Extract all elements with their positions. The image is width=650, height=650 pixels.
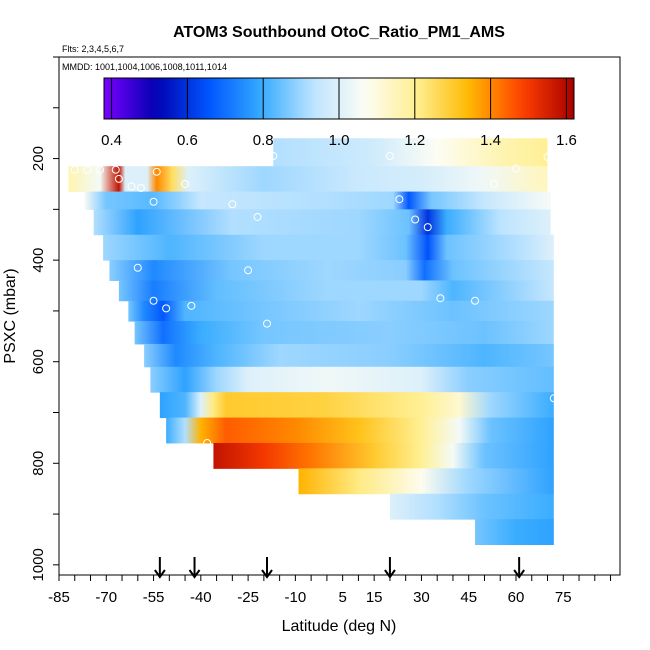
- flight-arrows: [154, 557, 525, 579]
- data-point: [83, 165, 92, 174]
- flight-arrow: [154, 557, 166, 579]
- flight-arrow: [261, 557, 273, 579]
- y-tick-label: 800: [30, 451, 47, 476]
- data-point: [228, 200, 237, 209]
- data-points: [70, 152, 558, 447]
- heatmap-layer: [134, 321, 554, 345]
- heatmap-layer: [213, 442, 554, 469]
- plot-area: [68, 138, 554, 546]
- y-tick-label: 200: [30, 146, 47, 171]
- colorbar: 0.4 0.6 0.8 1.0 1.2 1.4 1.6: [101, 77, 577, 149]
- x-tick-label: 60: [508, 589, 525, 606]
- y-tick-label: 1000: [30, 548, 47, 581]
- x-tick-label: 45: [460, 589, 477, 606]
- colorbar-tick-label: 1.4: [480, 132, 501, 149]
- x-tick-label: -85: [48, 589, 70, 606]
- data-point: [244, 266, 253, 275]
- heatmap-layer: [68, 166, 548, 193]
- data-point: [385, 152, 394, 161]
- data-point: [511, 164, 520, 173]
- data-point: [95, 165, 104, 174]
- data-point: [111, 165, 120, 174]
- x-tick-label: 5: [338, 589, 346, 606]
- x-tick-label: 30: [413, 589, 430, 606]
- colorbar-tick-label: 1.2: [404, 132, 425, 149]
- x-axis: -85 -70 -55 -40 -25 -10 5 15 30 45 60 75: [48, 575, 612, 606]
- y-axis-label: PSXC (mbar): [2, 268, 19, 363]
- y-tick-label: 400: [30, 248, 47, 273]
- data-point: [423, 223, 432, 232]
- data-point: [395, 195, 404, 204]
- colorbar-tick-label: 0.4: [101, 132, 122, 149]
- data-point: [114, 174, 123, 183]
- flights-label: Flts: 2,3,4,5,6,7: [62, 44, 124, 54]
- x-tick-label: -40: [190, 589, 212, 606]
- data-point: [70, 165, 79, 174]
- chart-title: ATOM3 Southbound OtoC_Ratio_PM1_AMS: [173, 24, 505, 41]
- flight-arrow: [513, 557, 525, 579]
- heatmap-layer: [84, 191, 551, 210]
- colorbar-tick-label: 1.6: [556, 132, 577, 149]
- plot-frame: [58, 56, 621, 576]
- data-point: [181, 179, 190, 188]
- x-tick-label: 15: [366, 589, 383, 606]
- data-point: [471, 296, 480, 305]
- colorbar-tick-label: 1.0: [329, 132, 350, 149]
- y-tick-label: 600: [30, 349, 47, 374]
- flight-arrow: [384, 557, 396, 579]
- data-point: [162, 304, 171, 313]
- colorbar-tick-label: 0.8: [253, 132, 274, 149]
- heatmap-layer: [144, 343, 554, 368]
- heatmap-layer: [273, 138, 548, 167]
- data-point: [411, 215, 420, 224]
- x-tick-label: -55: [143, 589, 165, 606]
- heatmap-layer: [103, 234, 554, 261]
- x-tick-label: -70: [95, 589, 117, 606]
- heatmap-layer: [166, 417, 554, 444]
- heatmap-layer: [389, 493, 554, 520]
- x-tick-label: -25: [237, 589, 259, 606]
- data-point: [187, 301, 196, 310]
- data-point: [263, 319, 272, 328]
- heatmap-layer: [159, 392, 554, 419]
- x-tick-label: 75: [555, 589, 572, 606]
- flight-arrow: [188, 557, 201, 579]
- data-point: [203, 438, 212, 447]
- heatmap-layer: [150, 366, 554, 393]
- dates-label: MMDD: 1001,1004,1006,1008,1011,1014: [62, 62, 227, 72]
- data-point: [543, 153, 552, 162]
- data-point: [549, 394, 558, 403]
- data-point: [127, 182, 136, 191]
- heatmap-layer: [93, 209, 551, 236]
- heatmap-layer: [118, 280, 554, 302]
- data-point: [149, 197, 158, 206]
- colorbar-tick-label: 0.6: [177, 132, 198, 149]
- data-point: [136, 184, 145, 193]
- data-point: [436, 294, 445, 303]
- x-tick-label: -10: [285, 589, 307, 606]
- heatmap-layer: [128, 300, 554, 322]
- data-point: [149, 296, 158, 305]
- data-point: [133, 263, 142, 272]
- heatmap-layer: [298, 468, 554, 495]
- data-point: [269, 152, 278, 161]
- y-axis: 200 400 600 800 1000: [30, 56, 59, 582]
- data-point: [489, 179, 498, 188]
- heatmap-layer: [109, 260, 554, 281]
- data-point: [253, 212, 262, 221]
- heatmap-layer: [475, 519, 554, 546]
- data-point: [152, 167, 161, 176]
- x-axis-label: Latitude (deg N): [282, 618, 397, 635]
- data-point: [146, 416, 155, 425]
